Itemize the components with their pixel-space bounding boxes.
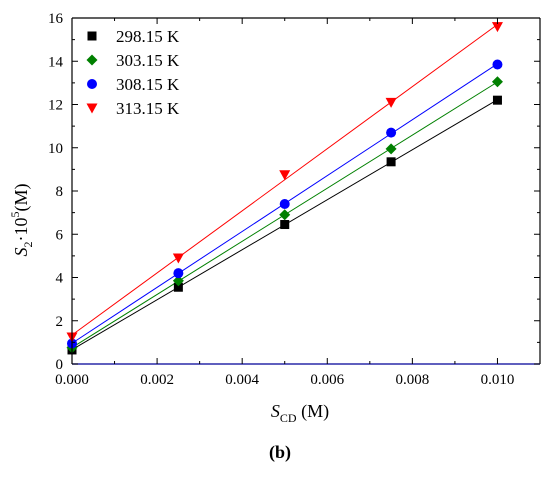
data-point: [280, 220, 290, 230]
legend-label: 298.15 K: [116, 27, 180, 46]
x-tick-label: 0.006: [310, 372, 344, 388]
data-point: [385, 97, 397, 108]
data-point: [492, 59, 503, 70]
y-tick-label: 14: [48, 54, 64, 70]
y-axis-title: S2·105(M): [8, 184, 35, 257]
data-point: [385, 143, 397, 155]
fit-lines-layer: [71, 24, 498, 351]
y-tick-label: 0: [56, 357, 64, 373]
y-tick-label: 16: [48, 11, 64, 27]
data-point: [172, 253, 184, 264]
y-tick-label: 2: [56, 314, 64, 330]
legend-marker: [86, 54, 98, 66]
y-axis-title-subscript: 2: [21, 242, 35, 248]
data-points-layer: [66, 22, 503, 355]
y-tick-label: 8: [56, 184, 64, 200]
y-axis-title-superscript: 5: [8, 212, 22, 218]
data-point: [279, 209, 291, 221]
panel-label: (b): [269, 442, 291, 463]
legend: 298.15 K 303.15 K 308.15 K 313.15 K: [86, 27, 180, 118]
data-point: [492, 95, 502, 105]
x-tick-label: 0.004: [225, 372, 259, 388]
y-tick-label: 4: [56, 271, 64, 287]
axes-layer: 0.000 0.002 0.004 0.006 0.008 0.010 0 2 4 6 8 10 12 1…: [48, 11, 541, 388]
x-axis-title-subscript: CD: [280, 411, 297, 425]
data-point: [386, 127, 397, 138]
data-point: [386, 157, 396, 167]
y-axis-title-multiplier: ·10: [11, 218, 31, 242]
data-point: [491, 76, 503, 88]
legend-marker: [87, 31, 97, 41]
data-point: [279, 198, 290, 209]
x-tick-label: 0.002: [140, 372, 174, 388]
y-tick-label: 6: [56, 227, 64, 243]
y-tick-label: 12: [48, 98, 63, 114]
legend-marker: [87, 79, 97, 89]
y-axis-title-symbol: S: [11, 248, 31, 257]
legend-label: 303.15 K: [116, 51, 180, 70]
data-point: [172, 275, 184, 287]
data-point: [279, 170, 291, 181]
x-axis-title-symbol: S: [271, 401, 280, 421]
y-axis-title-unit: (M): [11, 184, 32, 212]
y-tick-label: 10: [48, 141, 63, 157]
data-point: [491, 22, 503, 33]
legend-marker: [86, 103, 98, 114]
x-axis-title-unit: (M): [297, 401, 330, 422]
legend-label: 308.15 K: [116, 75, 180, 94]
x-tick-label: 0.000: [55, 372, 89, 388]
x-tick-label: 0.008: [395, 372, 429, 388]
legend-label: 313.15 K: [116, 99, 180, 118]
data-point: [173, 268, 184, 279]
x-tick-label: 0.010: [481, 372, 515, 388]
x-axis-title: SCD (M): [271, 401, 329, 425]
data-point: [173, 282, 183, 292]
